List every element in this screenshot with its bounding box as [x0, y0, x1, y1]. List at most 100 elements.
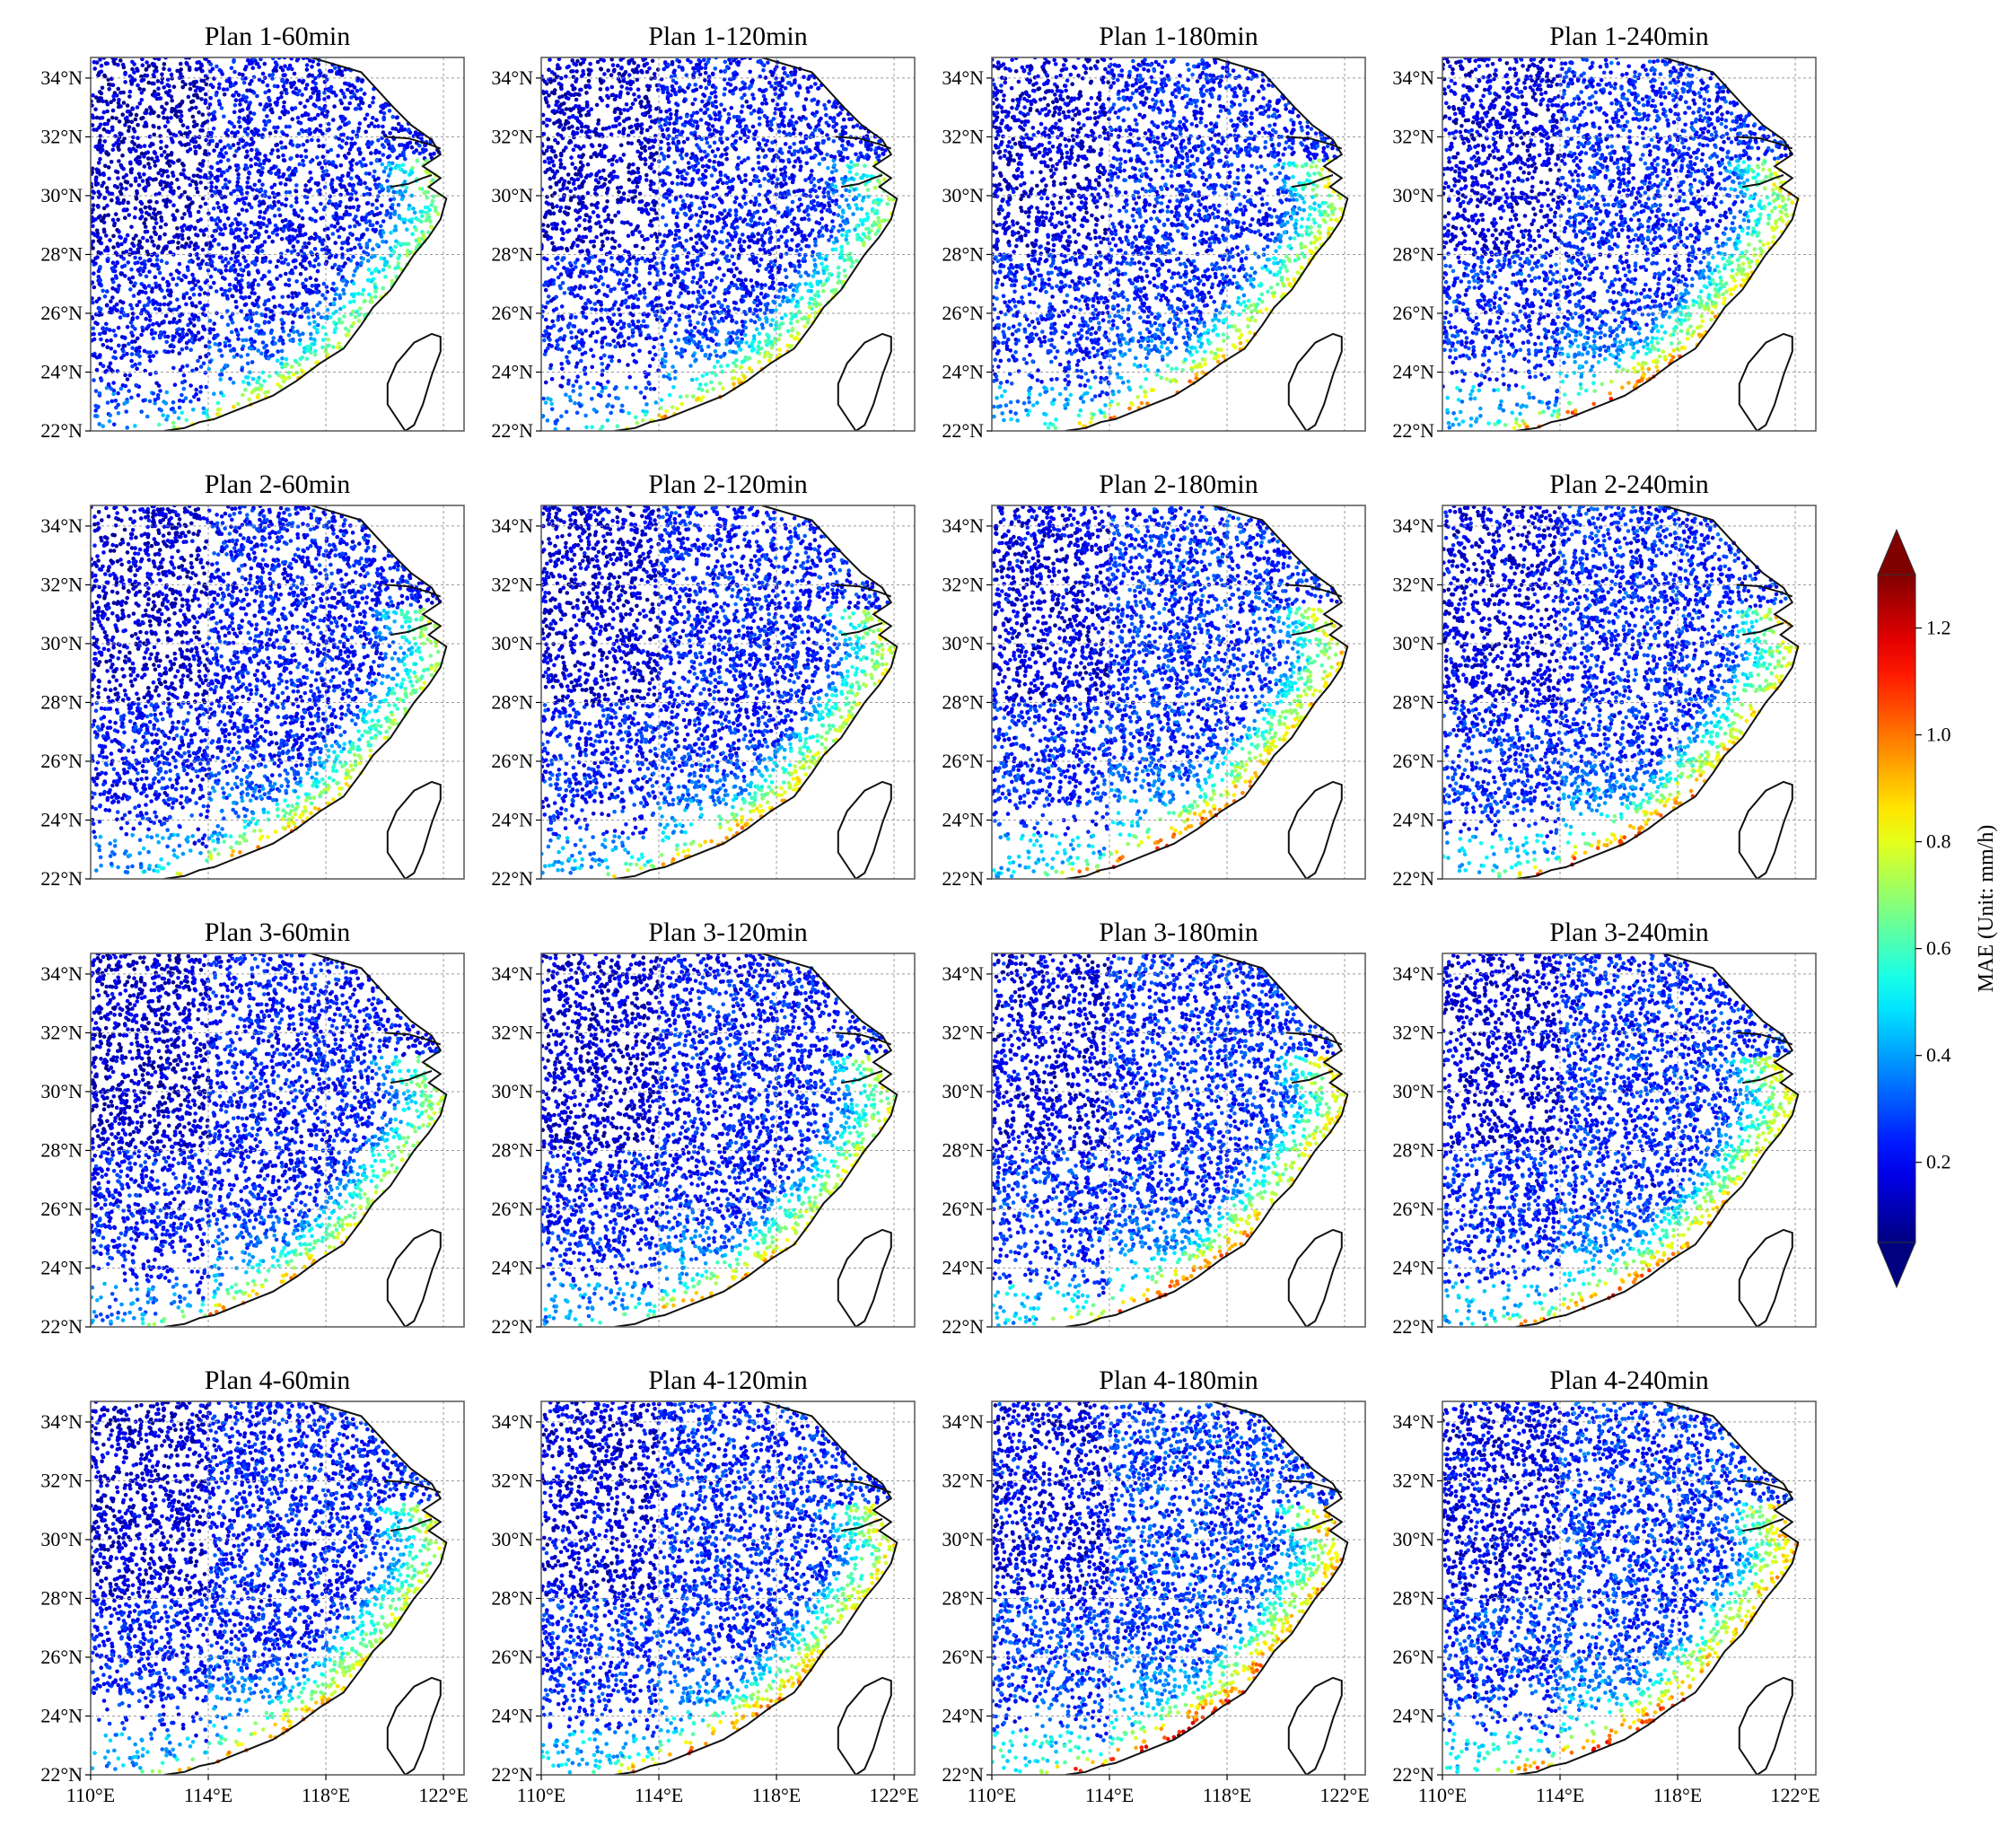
station-point — [207, 359, 213, 364]
station-point — [267, 95, 271, 101]
station-point — [274, 68, 279, 73]
station-point — [380, 162, 385, 167]
station-point — [112, 268, 118, 274]
station-point — [813, 82, 818, 86]
station-point — [174, 320, 180, 325]
station-point — [733, 208, 739, 213]
station-point — [712, 364, 717, 370]
station-point — [311, 307, 316, 312]
station-point — [300, 92, 304, 97]
station-point — [193, 338, 197, 342]
station-point — [728, 61, 733, 66]
station-point — [639, 156, 644, 162]
station-point — [311, 91, 316, 95]
station-point — [200, 229, 206, 233]
station-point — [267, 281, 271, 286]
station-point — [316, 283, 321, 288]
station-point — [307, 260, 312, 265]
station-point — [346, 173, 351, 179]
station-point — [820, 233, 825, 238]
station-point — [101, 127, 107, 132]
station-point — [180, 364, 185, 369]
station-point — [142, 164, 147, 169]
station-point — [170, 98, 174, 103]
station-point — [203, 57, 207, 61]
station-point — [330, 162, 336, 168]
station-point — [186, 322, 190, 328]
station-point — [685, 171, 689, 176]
station-point — [128, 247, 133, 252]
station-point — [652, 387, 657, 391]
station-point — [259, 387, 263, 392]
station-point — [135, 315, 140, 320]
station-point — [130, 346, 135, 351]
station-point — [682, 248, 688, 252]
station-point — [752, 300, 757, 305]
station-point — [253, 162, 259, 167]
station-point — [285, 262, 291, 267]
station-point — [543, 287, 548, 293]
station-point — [777, 303, 783, 308]
station-point — [341, 264, 346, 269]
station-point — [316, 62, 321, 67]
station-point — [394, 274, 399, 279]
station-point — [336, 176, 340, 180]
station-point — [110, 310, 114, 315]
station-point — [416, 239, 422, 243]
station-point — [182, 245, 188, 250]
station-point — [140, 179, 145, 183]
station-point — [152, 225, 157, 230]
station-point — [111, 422, 117, 427]
station-point — [362, 192, 367, 198]
station-point — [116, 391, 120, 396]
station-point — [409, 145, 415, 150]
station-point — [208, 62, 214, 66]
station-point — [240, 347, 245, 352]
station-point — [326, 236, 331, 241]
station-point — [245, 132, 250, 136]
station-point — [661, 133, 665, 137]
station-point — [265, 83, 270, 88]
station-point — [178, 130, 182, 135]
station-point — [696, 320, 700, 325]
station-point — [171, 277, 176, 282]
station-point — [285, 177, 290, 182]
station-point — [122, 335, 127, 340]
station-point — [130, 107, 136, 111]
station-point — [127, 277, 132, 281]
station-point — [562, 165, 567, 171]
station-point — [637, 199, 643, 205]
station-point — [269, 315, 274, 320]
station-point — [387, 265, 392, 269]
station-point — [329, 224, 334, 228]
station-point — [592, 408, 597, 412]
station-point — [609, 73, 614, 77]
station-point — [385, 208, 390, 214]
station-point — [216, 85, 222, 91]
station-point — [203, 370, 208, 375]
station-point — [641, 408, 645, 414]
station-point — [383, 103, 389, 109]
station-point — [372, 213, 377, 217]
station-point — [233, 285, 239, 289]
station-point — [206, 211, 211, 216]
station-point — [105, 203, 110, 208]
station-point — [269, 107, 274, 111]
station-point — [369, 295, 374, 301]
station-point — [390, 206, 395, 211]
station-point — [260, 166, 265, 171]
station-point — [257, 162, 262, 168]
station-point — [260, 135, 265, 140]
station-point — [395, 115, 399, 119]
station-point — [304, 63, 310, 67]
station-point — [235, 180, 241, 185]
station-point — [790, 238, 794, 242]
station-point — [196, 330, 201, 335]
station-point — [357, 178, 363, 183]
station-point — [108, 306, 113, 312]
station-point — [169, 153, 174, 157]
station-point — [695, 263, 700, 268]
station-point — [337, 182, 343, 188]
station-point — [110, 76, 114, 81]
station-point — [297, 78, 302, 83]
